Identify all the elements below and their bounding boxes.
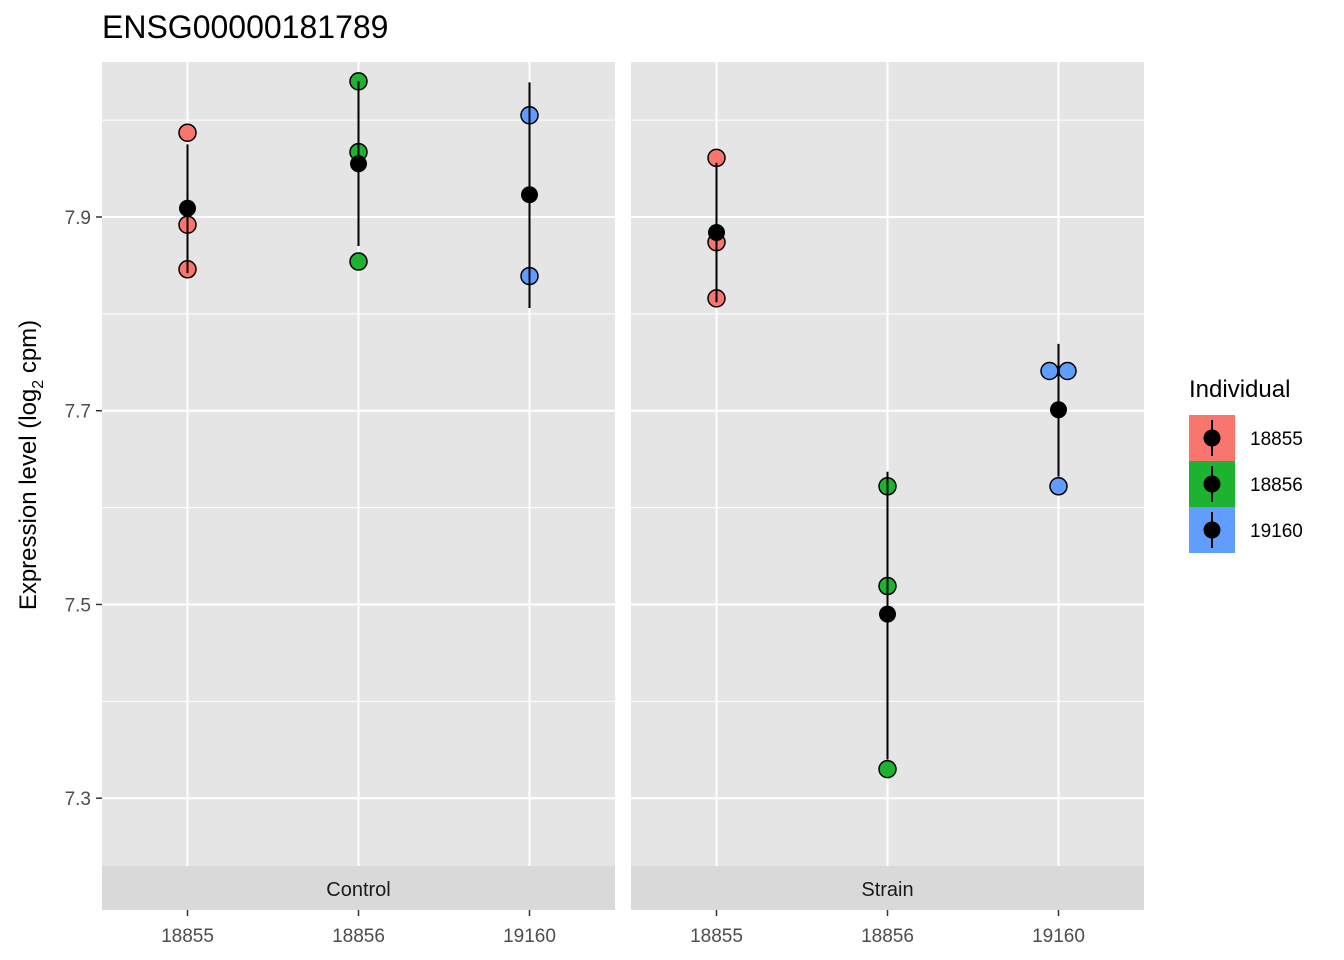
y-axis-label: Expression level (log2 cpm)	[15, 320, 47, 610]
data-point	[178, 123, 197, 142]
x-tick-label: 18856	[861, 926, 914, 947]
legend-label: 18855	[1250, 429, 1303, 450]
data-point	[1040, 361, 1059, 381]
facet-panels: Control 18855 18856 19160 Strain 18855 18856 19…	[102, 62, 1144, 947]
y-tick-label: 7.3	[65, 789, 91, 810]
chart-title: ENSG00000181789	[102, 9, 388, 45]
y-tick-label: 7.7	[65, 402, 91, 423]
y-tick-label: 7.5	[65, 595, 91, 616]
x-tick-label: 18855	[161, 926, 214, 947]
data-point	[349, 252, 368, 271]
panel-control: Control 18855 18856 19160	[102, 62, 615, 947]
x-tick-label: 18855	[690, 926, 743, 947]
legend-key-point	[1203, 475, 1221, 493]
mean-point	[708, 223, 725, 241]
mean-point	[1050, 401, 1067, 419]
data-point	[1058, 361, 1077, 381]
legend-label: 19160	[1250, 521, 1303, 542]
data-point	[1049, 477, 1068, 496]
legend-key-point	[1203, 429, 1221, 447]
legend-key-point	[1203, 521, 1221, 539]
mean-point	[521, 186, 538, 204]
data-point	[878, 759, 897, 779]
strip-background	[631, 866, 1144, 910]
y-axis-label-main: Expression level (log	[15, 389, 42, 610]
y-axis: 7.3 7.5 7.7 7.9	[65, 208, 102, 810]
legend: Individual 18855 18856 19160	[1189, 376, 1303, 553]
y-axis-label-subscript: 2	[30, 380, 47, 389]
strip-background	[102, 866, 615, 910]
x-tick-label: 18856	[332, 926, 385, 947]
panel-strain: Strain 18855 18856 19160	[631, 62, 1144, 947]
legend-title: Individual	[1189, 376, 1290, 403]
mean-point	[879, 605, 896, 623]
strip-label-control: Control	[326, 879, 390, 901]
mean-point	[350, 155, 367, 173]
y-tick-label: 7.9	[65, 208, 91, 229]
mean-point	[179, 199, 196, 217]
strip-label-strain: Strain	[861, 879, 913, 901]
x-tick-label: 19160	[1032, 926, 1085, 947]
y-axis-label-tail: cpm)	[15, 320, 42, 380]
legend-label: 18856	[1250, 475, 1303, 496]
x-tick-label: 19160	[503, 926, 556, 947]
